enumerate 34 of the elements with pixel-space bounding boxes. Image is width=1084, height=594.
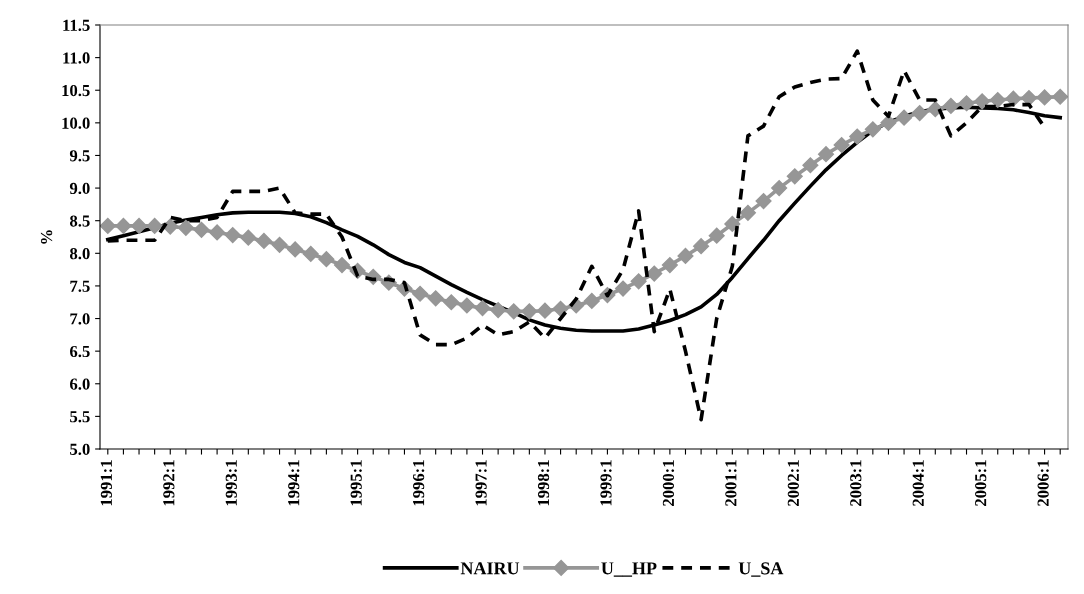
- legend-label: U_SA: [738, 562, 784, 577]
- y-tick-label: 9.0: [69, 182, 90, 195]
- x-tick-label: 1994:1: [288, 460, 300, 506]
- y-tick-label: 8.5: [70, 215, 90, 227]
- x-tick-label: 1993:1: [225, 460, 237, 506]
- x-tick-label: 2002:1: [787, 460, 800, 506]
- y-tick-label: 11.5: [63, 19, 90, 32]
- x-tick-label: 2004:1: [912, 460, 924, 506]
- y-tick-label: 10.5: [62, 84, 90, 97]
- y-tick-label: 5.5: [70, 411, 90, 423]
- legend-label: U__HP: [601, 562, 657, 577]
- x-tick-label: 2006:1: [1037, 460, 1049, 506]
- y-tick-label: 7.0: [70, 313, 90, 325]
- x-tick-label: 1991:1: [100, 460, 113, 506]
- x-tick-label: 1998:1: [537, 460, 550, 506]
- y-tick-label: 6.5: [70, 345, 90, 358]
- x-tick-label: 2003:1: [850, 460, 862, 506]
- y-tick-label: 8.0: [70, 248, 90, 260]
- x-tick-label: 2000:1: [662, 460, 675, 506]
- x-tick-label: 1995:1: [350, 460, 362, 506]
- y-tick-label: 5.0: [70, 443, 90, 456]
- x-tick-label: 2001:1: [725, 460, 737, 506]
- x-tick-label: 1996:1: [413, 460, 425, 506]
- x-tick-label: 1999:1: [600, 460, 612, 506]
- y-tick-label: 9.5: [69, 150, 90, 162]
- y-tick-label: 7.5: [70, 280, 90, 292]
- y-tick-label: 11.0: [63, 52, 90, 64]
- x-tick-label: 1997:1: [475, 460, 487, 506]
- y-tick-label: 10.0: [62, 117, 90, 129]
- x-tick-label: 2005:1: [975, 460, 987, 506]
- y-tick-label: 6.0: [70, 378, 90, 390]
- x-tick-label: 1992:1: [163, 460, 175, 506]
- y-axis-title: %: [40, 230, 53, 244]
- legend-label: NAIRU: [460, 562, 520, 575]
